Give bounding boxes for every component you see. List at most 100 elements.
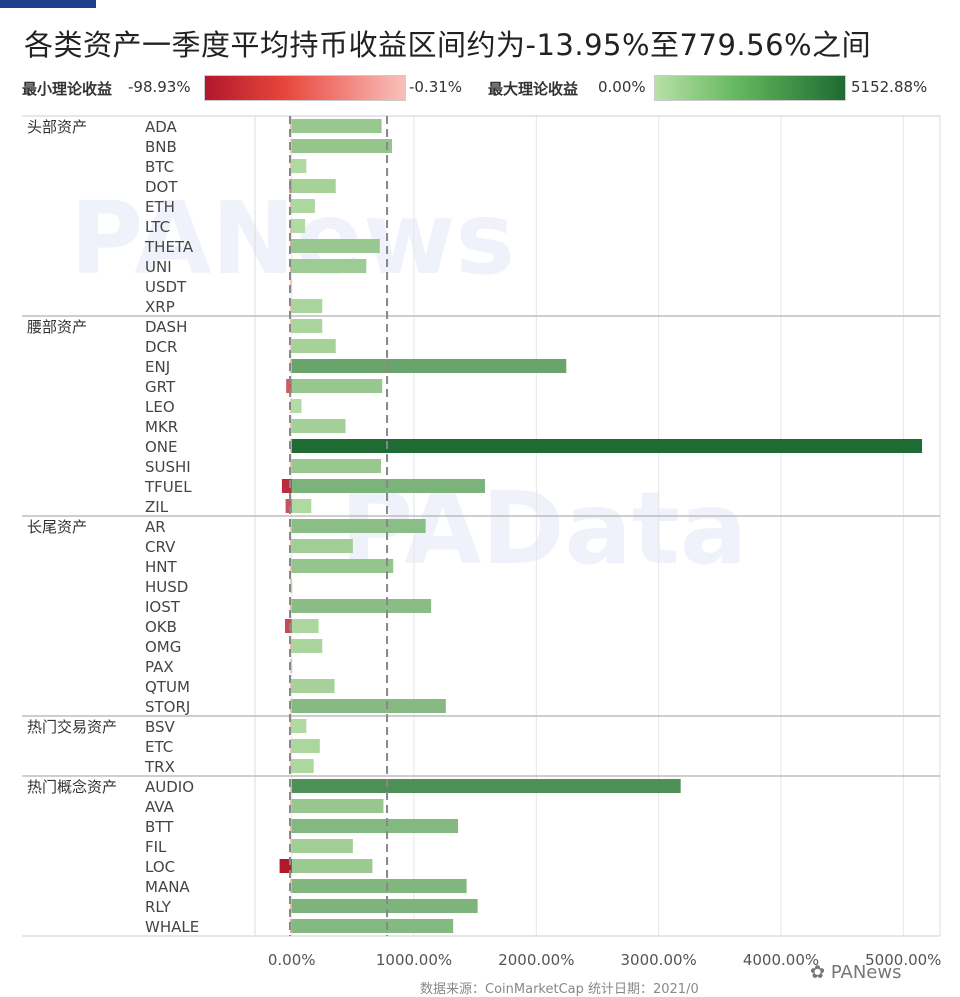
asset-label: THETA (144, 238, 194, 256)
asset-label: WHALE (145, 918, 199, 936)
group-label: 头部资产 (27, 118, 87, 136)
max-return-bar (291, 839, 353, 853)
max-return-bar (291, 259, 367, 273)
min-return-bar (281, 479, 292, 493)
legend-max-gradient (654, 75, 846, 101)
legend-max-label: 最大理论收益 (488, 80, 579, 98)
asset-label: BTT (145, 818, 174, 836)
group-label: 热门概念资产 (27, 778, 117, 796)
asset-label: ENJ (145, 358, 170, 376)
max-return-bar (291, 299, 323, 313)
asset-label: RLY (145, 898, 172, 916)
max-return-bar (291, 619, 319, 633)
asset-label: QTUM (145, 678, 190, 696)
asset-label: TFUEL (144, 478, 192, 496)
legend-min-low: -98.93% (128, 78, 191, 96)
min-return-bar (290, 119, 292, 133)
max-return-bar (291, 799, 384, 813)
group-label: 热门交易资产 (27, 718, 117, 736)
min-return-bar (284, 619, 292, 633)
asset-label: ONE (145, 438, 178, 456)
max-return-bar (291, 559, 394, 573)
max-return-bar (291, 319, 323, 333)
min-return-bar (290, 199, 292, 213)
x-tick-label: 4000.00% (743, 951, 819, 969)
max-return-bar (291, 859, 373, 873)
max-return-bar (291, 479, 485, 493)
max-return-bar (291, 419, 346, 433)
asset-label: HUSD (145, 578, 188, 596)
max-return-bar (291, 439, 923, 453)
max-return-bar (291, 919, 454, 933)
asset-label: DASH (145, 318, 187, 336)
max-return-bar (291, 879, 467, 893)
max-return-bar (291, 519, 426, 533)
source-footer: 数据来源：CoinMarketCap 统计日期：2021/0 (420, 982, 699, 997)
max-return-bar (291, 719, 307, 733)
max-return-bar (291, 179, 336, 193)
max-return-bar (291, 159, 307, 173)
min-return-bar (290, 459, 292, 473)
max-return-bar (291, 339, 336, 353)
chart-title: 各类资产一季度平均持币收益区间约为-13.95%至779.56%之间 (24, 28, 872, 62)
asset-label: STORJ (145, 698, 190, 716)
wechat-label: PANews (830, 962, 902, 983)
asset-label: UNI (145, 258, 172, 276)
asset-label: GRT (145, 378, 176, 396)
asset-label: BNB (145, 138, 177, 156)
asset-label: MKR (145, 418, 178, 436)
max-return-bar (291, 119, 382, 133)
max-return-bar (291, 739, 320, 753)
max-return-bar (291, 679, 335, 693)
asset-label: AR (145, 518, 166, 536)
min-return-bar (290, 419, 292, 433)
asset-label: IOST (145, 598, 181, 616)
top-strip (0, 0, 960, 8)
legend-max-low: 0.00% (598, 78, 646, 96)
legend-min-label: 最小理论收益 (22, 80, 113, 98)
asset-label: DCR (145, 338, 177, 356)
asset-label: LEO (145, 398, 175, 416)
min-return-bar (290, 639, 292, 653)
x-tick-label: 1000.00% (376, 951, 452, 969)
asset-label: OKB (145, 618, 177, 636)
asset-label: OMG (145, 638, 181, 656)
min-return-bar (290, 899, 292, 913)
wechat-icon: ✿ (810, 962, 826, 983)
legend: 最小理论收益 -98.93% -0.31% 最大理论收益 0.00% 5152.… (0, 75, 960, 101)
max-return-bar (291, 579, 293, 593)
min-return-bar (286, 379, 292, 393)
min-return-bar (290, 159, 292, 173)
x-tick-label: 5000.00% (865, 951, 941, 969)
max-return-bar (291, 499, 312, 513)
min-return-bar (290, 679, 292, 693)
asset-label: BSV (145, 718, 176, 736)
asset-label: LOC (145, 858, 175, 876)
max-return-bar (291, 779, 681, 793)
min-return-bar (290, 599, 292, 613)
min-return-bar (285, 499, 292, 513)
max-return-bar (291, 359, 567, 373)
max-return-bar (291, 399, 302, 413)
max-return-bar (291, 459, 381, 473)
group-label: 腰部资产 (27, 318, 87, 336)
max-return-bar (291, 819, 459, 833)
asset-label: BTC (145, 158, 174, 176)
asset-label: ETH (145, 198, 175, 216)
legend-max-high: 5152.88% (851, 78, 928, 96)
asset-label: AUDIO (145, 778, 194, 796)
min-return-bar (290, 339, 292, 353)
asset-label: SUSHI (145, 458, 191, 476)
group-label: 长尾资产 (27, 518, 87, 536)
x-tick-label: 0.00% (268, 951, 316, 969)
asset-label: ADA (145, 118, 178, 136)
max-return-bar (291, 219, 306, 233)
asset-label: FIL (145, 838, 167, 856)
max-return-bar (291, 539, 353, 553)
max-return-bar (291, 699, 446, 713)
asset-label: AVA (145, 798, 175, 816)
asset-label: ZIL (145, 498, 169, 516)
max-return-bar (291, 379, 383, 393)
legend-min-gradient (204, 75, 406, 101)
max-return-bar (291, 659, 293, 673)
